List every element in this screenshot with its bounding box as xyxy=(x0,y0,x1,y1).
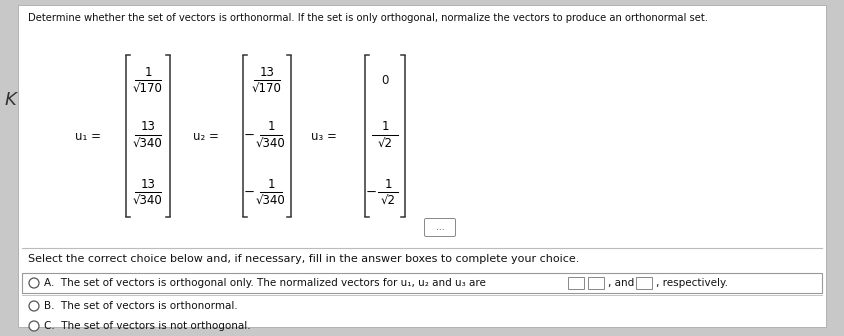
Text: 13: 13 xyxy=(141,121,155,133)
Text: ...: ... xyxy=(436,223,444,233)
Text: √340: √340 xyxy=(256,137,286,151)
FancyBboxPatch shape xyxy=(568,277,584,289)
FancyBboxPatch shape xyxy=(588,277,604,289)
Text: 0: 0 xyxy=(381,74,389,86)
Text: B.  The set of vectors is orthonormal.: B. The set of vectors is orthonormal. xyxy=(44,301,238,311)
Text: K: K xyxy=(4,91,16,109)
FancyBboxPatch shape xyxy=(18,5,826,327)
Text: −: − xyxy=(243,185,255,199)
FancyBboxPatch shape xyxy=(22,273,822,293)
Circle shape xyxy=(29,301,39,311)
Text: 13: 13 xyxy=(260,66,274,79)
Text: u₁ =: u₁ = xyxy=(75,129,101,142)
Text: u₃ =: u₃ = xyxy=(311,129,337,142)
Text: , respectively.: , respectively. xyxy=(656,278,728,288)
FancyBboxPatch shape xyxy=(425,218,456,237)
Circle shape xyxy=(29,321,39,331)
Text: √2: √2 xyxy=(381,195,396,208)
Text: Determine whether the set of vectors is orthonormal. If the set is only orthogon: Determine whether the set of vectors is … xyxy=(28,13,708,23)
Text: 1: 1 xyxy=(381,121,389,133)
Text: C.  The set of vectors is not orthogonal.: C. The set of vectors is not orthogonal. xyxy=(44,321,251,331)
Text: −: − xyxy=(365,185,376,199)
Text: Select the correct choice below and, if necessary, fill in the answer boxes to c: Select the correct choice below and, if … xyxy=(28,254,579,264)
Text: √340: √340 xyxy=(133,195,163,208)
Text: √170: √170 xyxy=(252,83,282,95)
Text: A.  The set of vectors is orthogonal only. The normalized vectors for u₁, u₂ and: A. The set of vectors is orthogonal only… xyxy=(44,278,486,288)
Text: , and: , and xyxy=(608,278,634,288)
Text: u₂ =: u₂ = xyxy=(193,129,219,142)
Text: 1: 1 xyxy=(268,177,275,191)
FancyBboxPatch shape xyxy=(636,277,652,289)
Text: √170: √170 xyxy=(133,83,163,95)
Text: −: − xyxy=(243,128,255,141)
Text: √340: √340 xyxy=(133,137,163,151)
Text: 1: 1 xyxy=(268,121,275,133)
Text: √340: √340 xyxy=(256,195,286,208)
Text: 1: 1 xyxy=(144,66,152,79)
Text: 1: 1 xyxy=(384,177,392,191)
Text: 13: 13 xyxy=(141,177,155,191)
Circle shape xyxy=(29,278,39,288)
Text: √2: √2 xyxy=(377,137,392,151)
